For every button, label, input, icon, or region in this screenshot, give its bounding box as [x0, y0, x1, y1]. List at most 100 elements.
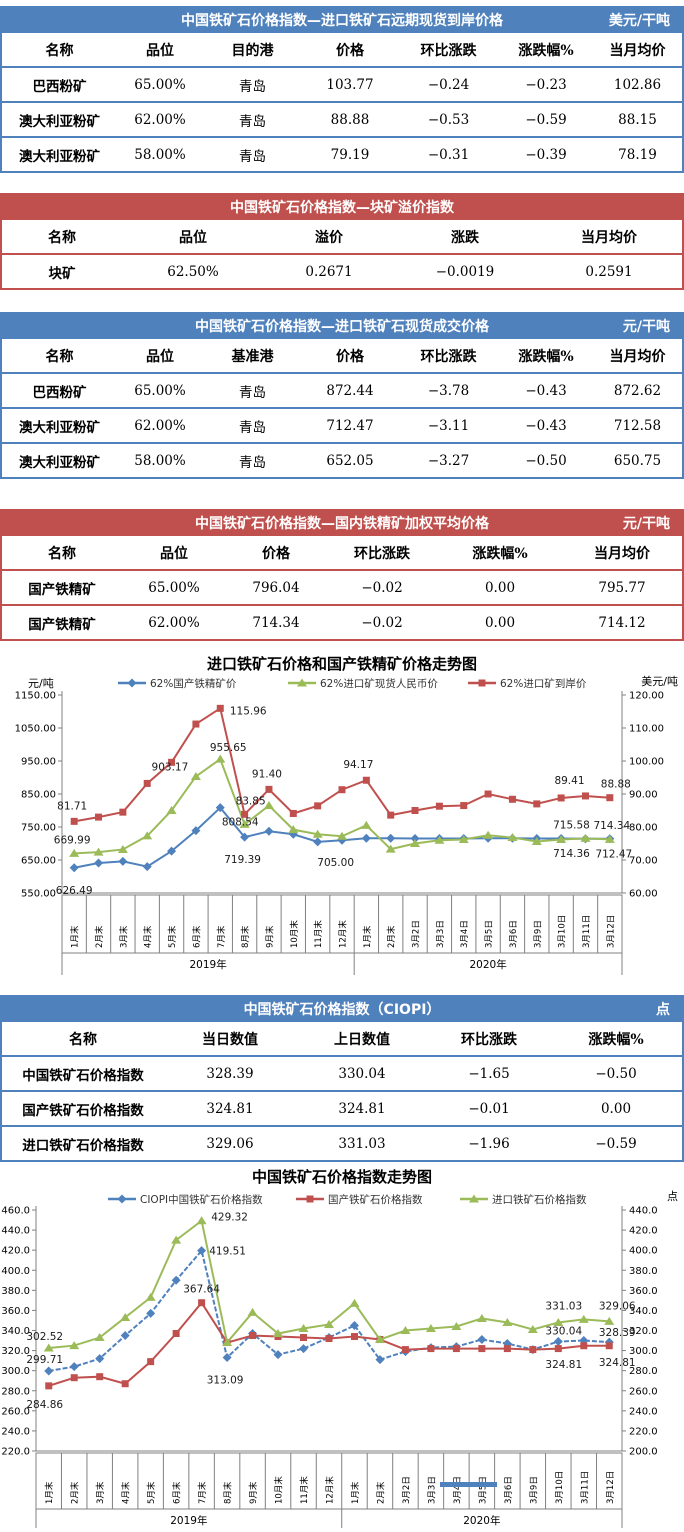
diamond-marker: [127, 678, 137, 688]
table-title: 中国铁矿石价格指数—进口铁矿石远期现货到岸价格: [181, 12, 503, 29]
triangle-marker: [190, 771, 201, 780]
x-category-label: 3月10日: [558, 915, 568, 948]
data-label: 705.00: [317, 857, 354, 869]
x-category-label: 1月末: [362, 925, 373, 948]
diamond-marker: [299, 1344, 309, 1354]
diamond-marker: [120, 1331, 130, 1341]
column-header: 环比涨跌: [354, 545, 410, 562]
diamond-marker: [95, 1354, 105, 1364]
triangle-marker: [410, 839, 421, 847]
x-category-label: 4月末: [121, 1481, 132, 1504]
x-category-label: 3月6日: [504, 1476, 514, 1504]
table-lump-premium-index: 中国铁矿石价格指数—块矿溢价指数 名称 品位 溢价 涨跌 当月均价 块矿 62.50% 0.26…: [0, 193, 684, 290]
value-cell: 795.77: [598, 579, 646, 596]
square-marker: [241, 810, 249, 818]
price-table-ciopi: 中国铁矿石价格指数（CIOPI） 点名称 当日数值 上日数值 环比涨跌 涨跌幅% 中国铁矿石…: [0, 995, 684, 1162]
square-marker: [350, 1333, 358, 1341]
diamond-marker: [215, 803, 225, 813]
value-cell: 青岛: [239, 419, 266, 436]
legend-label: CIOPI中国铁矿石价格指数: [140, 1193, 263, 1206]
square-marker: [192, 720, 200, 728]
right-tick-label: 240.0: [629, 1406, 658, 1417]
x-category-label: 2月末: [70, 1481, 81, 1504]
square-marker: [581, 792, 589, 800]
chart-title: 进口铁矿石价格和国产铁精矿价格走势图: [207, 655, 477, 673]
square-marker: [533, 800, 541, 808]
diamond-marker: [69, 1362, 79, 1372]
left-tick-label: 220.0: [1, 1447, 30, 1458]
square-marker: [554, 1345, 562, 1353]
triangle-marker: [502, 1317, 513, 1326]
right-axis-label: 点: [667, 1190, 678, 1203]
triangle-marker: [69, 848, 80, 857]
table-row: 巴西粉矿 65.00% 青岛 872.44 −3.78 −0.43 872.62: [2, 374, 682, 407]
data-label: 955.65: [210, 742, 247, 754]
diamond-marker: [375, 1355, 385, 1365]
value-cell: 652.05: [326, 452, 374, 469]
column-header: 品位: [160, 545, 188, 562]
x-category-label: 4月末: [143, 925, 154, 948]
right-tick-label: 360.0: [629, 1286, 658, 1297]
right-tick-label: 80.00: [629, 823, 658, 834]
diamond-marker: [477, 1335, 487, 1345]
table-header-row: 名称 品位 价格 环比涨跌 涨跌幅% 当月均价: [2, 536, 682, 571]
left-tick-label: 460.0: [1, 1206, 30, 1217]
x-category-label: 3月11日: [580, 1471, 590, 1504]
left-tick-label: 850.00: [21, 790, 56, 801]
x-category-label: 3月12日: [606, 915, 616, 948]
value-cell: 88.88: [330, 111, 370, 128]
table-body: 名称 品位 目的港 价格 环比涨跌 涨跌幅% 当月均价 巴西粉矿 65.00% 青岛 103.77 −…: [0, 33, 684, 173]
triangle-marker: [142, 831, 153, 840]
value-cell: 青岛: [239, 384, 266, 401]
data-label: 719.39: [224, 854, 261, 866]
value-cell: 62.00%: [134, 111, 186, 128]
row-name-cell: 国产铁精矿: [28, 616, 96, 633]
value-cell: 872.44: [326, 382, 374, 399]
right-tick-label: 260.0: [629, 1386, 658, 1397]
data-label: 329.06: [599, 1300, 636, 1312]
column-header: 涨跌幅%: [472, 545, 528, 562]
triangle-marker: [69, 1341, 80, 1350]
left-tick-label: 440.0: [1, 1226, 30, 1237]
diamond-marker: [273, 1350, 283, 1360]
triangle-marker: [556, 835, 567, 844]
x-category-label: 3月3日: [436, 920, 446, 948]
value-cell: −0.59: [525, 111, 567, 128]
value-cell: 331.03: [338, 1135, 386, 1152]
diamond-marker: [240, 832, 250, 842]
value-cell: 714.12: [598, 614, 646, 631]
data-label: 324.81: [545, 1359, 582, 1371]
x-category-label: 1月末: [350, 1481, 361, 1504]
table-row: 澳大利亚粉矿 62.00% 青岛 88.88 −0.53 −0.59 88.15: [2, 101, 682, 136]
data-label: 83.85: [236, 795, 266, 807]
x-category-label: 3月3日: [427, 1476, 437, 1504]
column-header: 当月均价: [581, 229, 637, 246]
square-marker: [580, 1342, 588, 1350]
value-cell: −0.0019: [435, 263, 495, 280]
column-header: 名称: [48, 229, 76, 246]
square-marker: [119, 808, 127, 816]
left-tick-label: 750.00: [21, 823, 56, 834]
square-marker: [314, 802, 322, 810]
row-name-cell: 块矿: [48, 265, 76, 282]
left-tick-label: 260.0: [1, 1406, 30, 1417]
triangle-marker: [476, 1313, 487, 1322]
column-header: 品位: [179, 229, 207, 246]
column-header: 名称: [45, 42, 74, 59]
column-header: 名称: [69, 1031, 97, 1048]
triangle-marker: [483, 830, 494, 839]
square-marker: [606, 794, 614, 802]
triangle-marker: [349, 1298, 360, 1307]
triangle-marker: [385, 844, 396, 853]
table-row: 澳大利亚粉矿 58.00% 青岛 652.05 −3.27 −0.50 650.75: [2, 442, 682, 477]
data-label: 331.03: [545, 1300, 582, 1312]
triangle-marker: [298, 1323, 309, 1332]
triangle-marker: [117, 844, 128, 853]
diamond-marker: [191, 826, 201, 836]
data-label: 91.40: [252, 768, 282, 780]
data-label: 313.09: [207, 1375, 244, 1387]
table-unit-label: 元/干吨: [622, 318, 670, 335]
square-marker: [427, 1345, 435, 1353]
square-marker: [265, 785, 273, 793]
